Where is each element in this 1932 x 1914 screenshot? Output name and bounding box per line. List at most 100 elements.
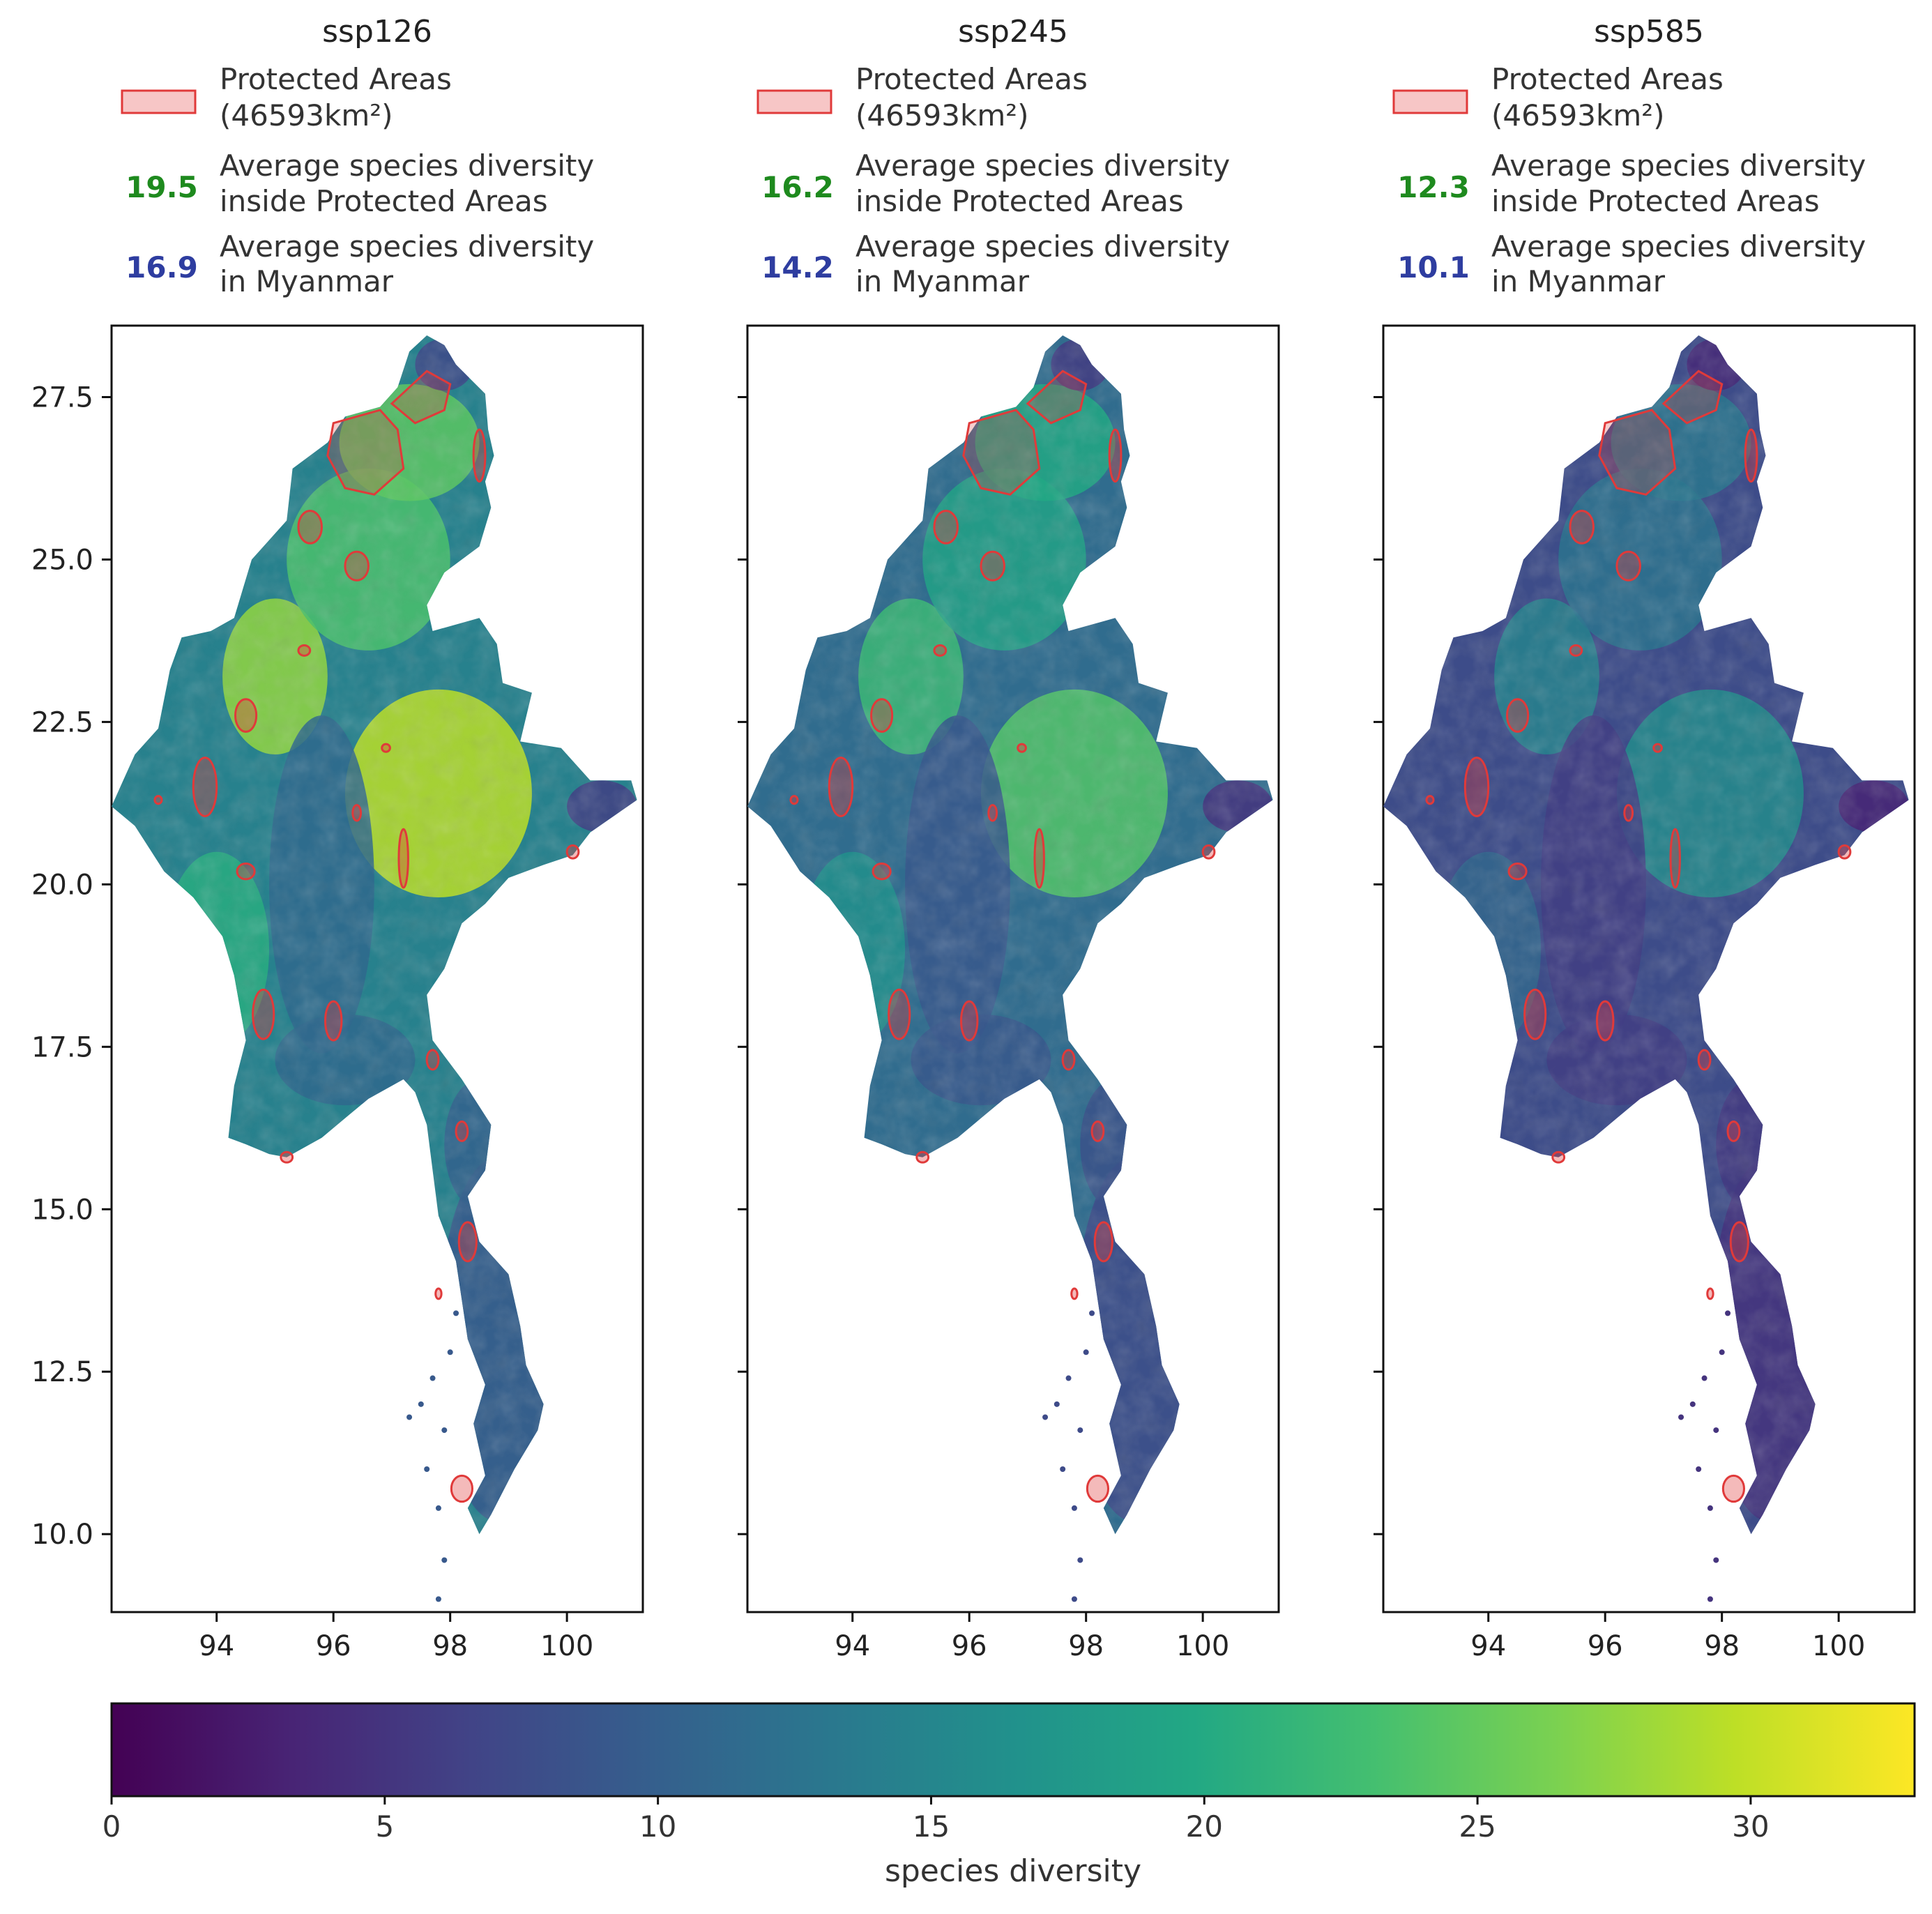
protected-area bbox=[1744, 428, 1758, 483]
panel-title: ssp585 bbox=[1594, 14, 1704, 50]
x-tick-label: 100 bbox=[1812, 1630, 1865, 1662]
protected-area bbox=[1569, 510, 1595, 545]
panel-legend: Protected Areas(46593km²) 19.5 Average spe… bbox=[121, 62, 594, 298]
island-dot bbox=[1065, 1375, 1072, 1381]
protected-area bbox=[1061, 1049, 1076, 1071]
island-dot bbox=[453, 1310, 459, 1316]
x-tick-label: 96 bbox=[952, 1630, 987, 1662]
colorbar bbox=[110, 1702, 1916, 1798]
island-dot bbox=[435, 1596, 441, 1602]
x-tick-label: 94 bbox=[835, 1630, 870, 1662]
inside-protected-label-2: inside Protected Areas bbox=[1491, 184, 1820, 218]
protected-area bbox=[1086, 1474, 1109, 1503]
protected-area bbox=[1726, 1120, 1741, 1142]
protected-area bbox=[1463, 757, 1490, 818]
panel-legend: Protected Areas(46593km²) 16.2 Average spe… bbox=[756, 62, 1230, 298]
protected-area bbox=[1615, 550, 1641, 582]
island-dot bbox=[1077, 1427, 1083, 1434]
panel-legend: Protected Areas(46593km²) 12.3 Average spe… bbox=[1392, 62, 1866, 298]
protected-area bbox=[789, 795, 799, 805]
protected-areas-swatch bbox=[121, 89, 197, 114]
protected-area bbox=[872, 863, 892, 881]
protected-area bbox=[351, 804, 363, 822]
colorbar-tick-label: 0 bbox=[102, 1809, 121, 1844]
protected-area bbox=[1569, 644, 1583, 657]
protected-area bbox=[962, 409, 1041, 496]
protected-area bbox=[828, 757, 854, 818]
protected-area bbox=[457, 1221, 478, 1263]
island-dot bbox=[1083, 1349, 1089, 1355]
protected-area bbox=[870, 698, 894, 733]
myanmar-average-value: 16.9 bbox=[125, 250, 198, 284]
colorbar-label: species diversity bbox=[885, 1853, 1141, 1889]
myanmar-average-label-2: in Myanmar bbox=[1491, 264, 1666, 298]
island-dot bbox=[1089, 1310, 1095, 1316]
island-dot bbox=[1713, 1427, 1719, 1434]
protected-area bbox=[933, 644, 948, 657]
y-tick-label: 25.0 bbox=[31, 544, 93, 576]
map-panel-ssp585: ssp585 Protected Areas(46593km²) 12.3 Avera… bbox=[1374, 14, 1916, 1662]
island-dot bbox=[429, 1375, 436, 1381]
protected-area bbox=[390, 370, 452, 425]
protected-area bbox=[234, 698, 258, 733]
islands bbox=[1678, 1310, 1731, 1602]
island-dot bbox=[447, 1349, 453, 1355]
protected-areas bbox=[1425, 370, 1852, 1503]
y-tick-label: 17.5 bbox=[31, 1031, 93, 1063]
y-tick-label: 27.5 bbox=[31, 382, 93, 414]
myanmar-average-label: Average species diversity bbox=[1491, 229, 1866, 264]
protected-area bbox=[1595, 1000, 1615, 1042]
protected-areas-area: (46593km²) bbox=[1491, 98, 1664, 132]
inside-protected-label-2: inside Protected Areas bbox=[855, 184, 1184, 218]
protected-area bbox=[1721, 1474, 1745, 1503]
protected-areas-label: Protected Areas bbox=[855, 62, 1088, 96]
island-dot bbox=[441, 1427, 448, 1434]
protected-area bbox=[1729, 1221, 1749, 1263]
protected-area bbox=[1033, 828, 1045, 889]
inside-protected-label: Average species diversity bbox=[220, 149, 594, 183]
colorbar-tick-label: 25 bbox=[1459, 1809, 1496, 1844]
island-dot bbox=[1707, 1505, 1713, 1511]
island-dot bbox=[441, 1557, 448, 1563]
protected-area bbox=[455, 1120, 469, 1142]
island-dot bbox=[1054, 1401, 1060, 1407]
y-tick-label: 22.5 bbox=[31, 706, 93, 738]
colorbar-tick-label: 30 bbox=[1732, 1809, 1769, 1844]
myanmar-average-label-2: in Myanmar bbox=[855, 264, 1030, 298]
protected-area bbox=[297, 644, 312, 657]
protected-area bbox=[252, 988, 275, 1040]
x-tick-label: 96 bbox=[316, 1630, 351, 1662]
inside-protected-label: Average species diversity bbox=[1491, 149, 1866, 183]
protected-area bbox=[153, 795, 163, 805]
island-dot bbox=[1725, 1310, 1731, 1316]
inside-protected-value: 19.5 bbox=[125, 170, 198, 204]
protected-area bbox=[450, 1474, 473, 1503]
island-dot bbox=[1071, 1505, 1077, 1511]
islands bbox=[1042, 1310, 1095, 1602]
protected-areas-label: Protected Areas bbox=[1491, 62, 1724, 96]
island-dot bbox=[435, 1505, 441, 1511]
x-tick-label: 94 bbox=[1470, 1630, 1506, 1662]
protected-area bbox=[1093, 1221, 1113, 1263]
island-dot bbox=[1719, 1349, 1725, 1355]
y-tick-label: 20.0 bbox=[31, 869, 93, 901]
protected-area bbox=[1070, 1287, 1079, 1300]
protected-area bbox=[1551, 1150, 1566, 1164]
x-tick-label: 98 bbox=[432, 1630, 468, 1662]
island-dot bbox=[1060, 1466, 1066, 1472]
island-dot bbox=[1077, 1557, 1083, 1563]
protected-area bbox=[1108, 428, 1123, 483]
protected-area bbox=[1706, 1287, 1714, 1300]
colorbar-tick-label: 10 bbox=[639, 1809, 676, 1844]
protected-area bbox=[297, 510, 323, 545]
protected-area bbox=[959, 1000, 979, 1042]
protected-areas-swatch bbox=[1392, 89, 1468, 114]
protected-area bbox=[472, 428, 487, 483]
protected-area bbox=[344, 550, 370, 582]
colorbar-tick-label: 20 bbox=[1186, 1809, 1223, 1844]
protected-area bbox=[236, 863, 256, 881]
protected-area bbox=[1090, 1120, 1105, 1142]
island-dot bbox=[418, 1401, 424, 1407]
protected-area bbox=[888, 988, 911, 1040]
